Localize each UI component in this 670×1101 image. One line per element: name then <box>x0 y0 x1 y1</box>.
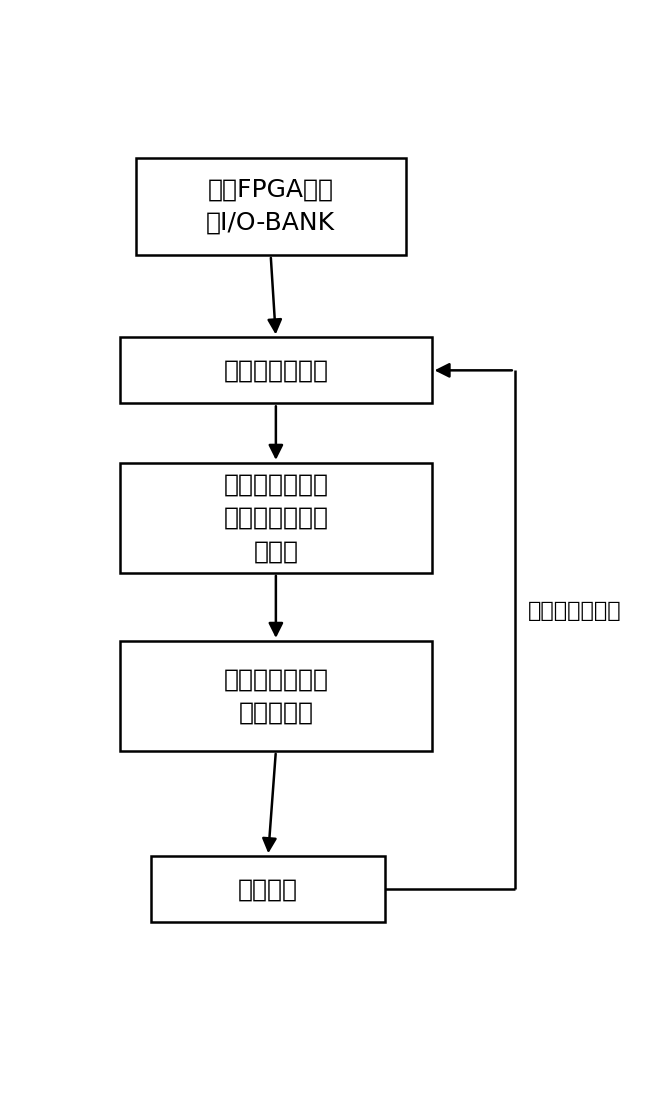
Bar <box>120 337 431 403</box>
Text: 选取FPGA的一
个I/O-BANK: 选取FPGA的一 个I/O-BANK <box>206 177 335 235</box>
Text: 调整被干扰线的
位置并配置: 调整被干扰线的 位置并配置 <box>223 667 328 724</box>
Text: 调整干扰线位置: 调整干扰线位置 <box>528 601 621 621</box>
Text: 测试噪声: 测试噪声 <box>238 877 298 902</box>
Bar <box>120 641 431 751</box>
Bar <box>135 157 406 255</box>
Bar <box>120 462 431 573</box>
Text: 确定干扰线的输
出翻转速率及负
载电容: 确定干扰线的输 出翻转速率及负 载电容 <box>223 472 328 564</box>
Bar <box>151 857 385 923</box>
Text: 确定干扰线位置: 确定干扰线位置 <box>223 358 328 382</box>
